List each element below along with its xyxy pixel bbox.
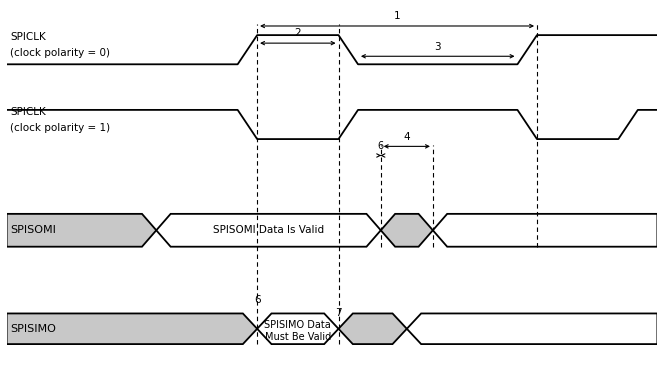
Polygon shape [257, 314, 339, 344]
Text: 6: 6 [254, 295, 260, 305]
Text: SPISIMO: SPISIMO [10, 324, 56, 334]
Polygon shape [7, 214, 156, 247]
Text: 7: 7 [335, 308, 342, 318]
Text: 3: 3 [434, 41, 441, 52]
Text: SPISOMI Data Is Valid: SPISOMI Data Is Valid [213, 225, 324, 235]
Text: SPICLK: SPICLK [10, 107, 46, 117]
Text: 6: 6 [378, 141, 384, 151]
Polygon shape [381, 214, 433, 247]
Text: 1: 1 [394, 11, 400, 21]
Polygon shape [156, 214, 381, 247]
Polygon shape [339, 314, 407, 344]
Text: 4: 4 [404, 131, 410, 142]
Text: SPISOMI: SPISOMI [10, 225, 56, 235]
Text: (clock polarity = 1): (clock polarity = 1) [10, 123, 110, 133]
Text: Must Be Valid: Must Be Valid [265, 332, 331, 342]
Text: (clock polarity = 0): (clock polarity = 0) [10, 48, 110, 59]
Polygon shape [433, 214, 657, 247]
Text: SPISIMO Data: SPISIMO Data [264, 320, 331, 330]
Text: 2: 2 [295, 28, 301, 38]
Text: SPICLK: SPICLK [10, 32, 46, 42]
Polygon shape [7, 314, 257, 344]
Polygon shape [407, 314, 657, 344]
